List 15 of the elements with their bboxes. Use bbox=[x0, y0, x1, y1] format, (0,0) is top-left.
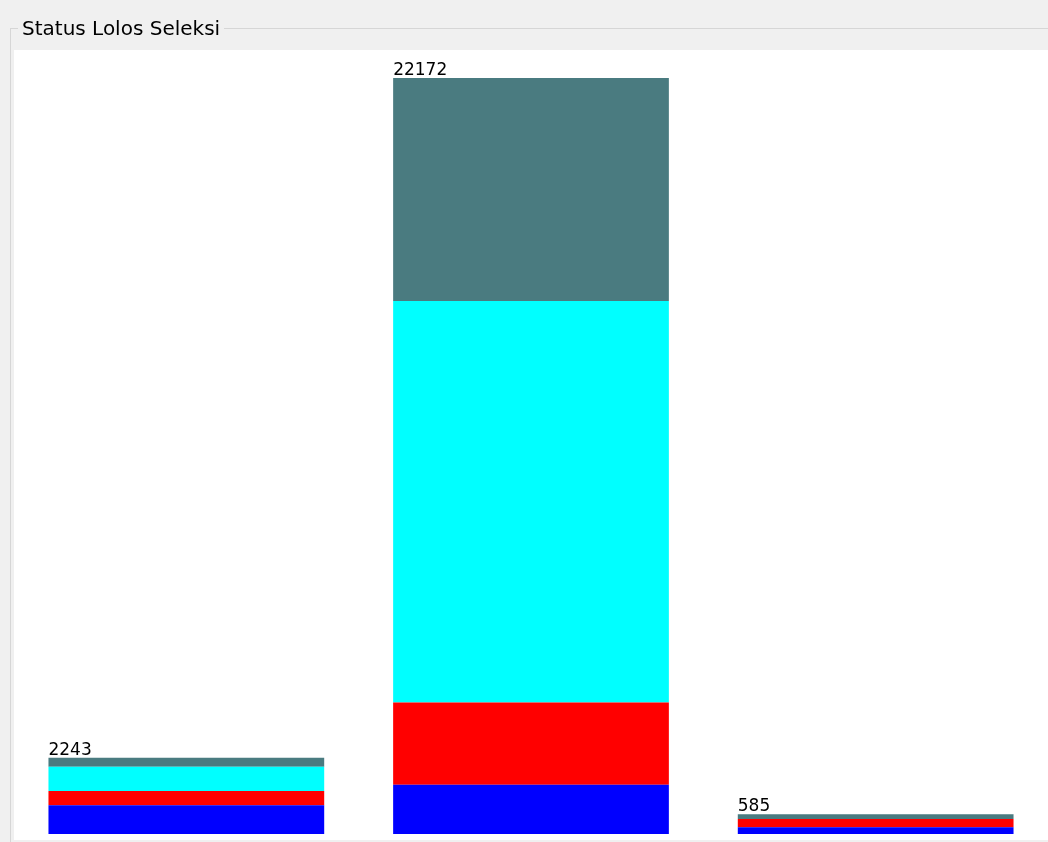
bar bbox=[393, 784, 669, 834]
bar bbox=[393, 702, 669, 785]
bar bbox=[48, 805, 325, 834]
bar bbox=[737, 827, 1014, 834]
bar bbox=[393, 301, 669, 703]
bar bbox=[737, 814, 1014, 819]
bar bbox=[393, 78, 669, 302]
bar bbox=[48, 766, 325, 791]
bar bbox=[737, 818, 1014, 828]
chart-title: Status Lolos Seleksi bbox=[18, 16, 225, 40]
annotation: 585 bbox=[737, 795, 771, 816]
annotation: 2243 bbox=[48, 738, 92, 759]
bar bbox=[48, 757, 325, 767]
annotation: 22172 bbox=[393, 58, 448, 79]
bar bbox=[48, 790, 325, 806]
